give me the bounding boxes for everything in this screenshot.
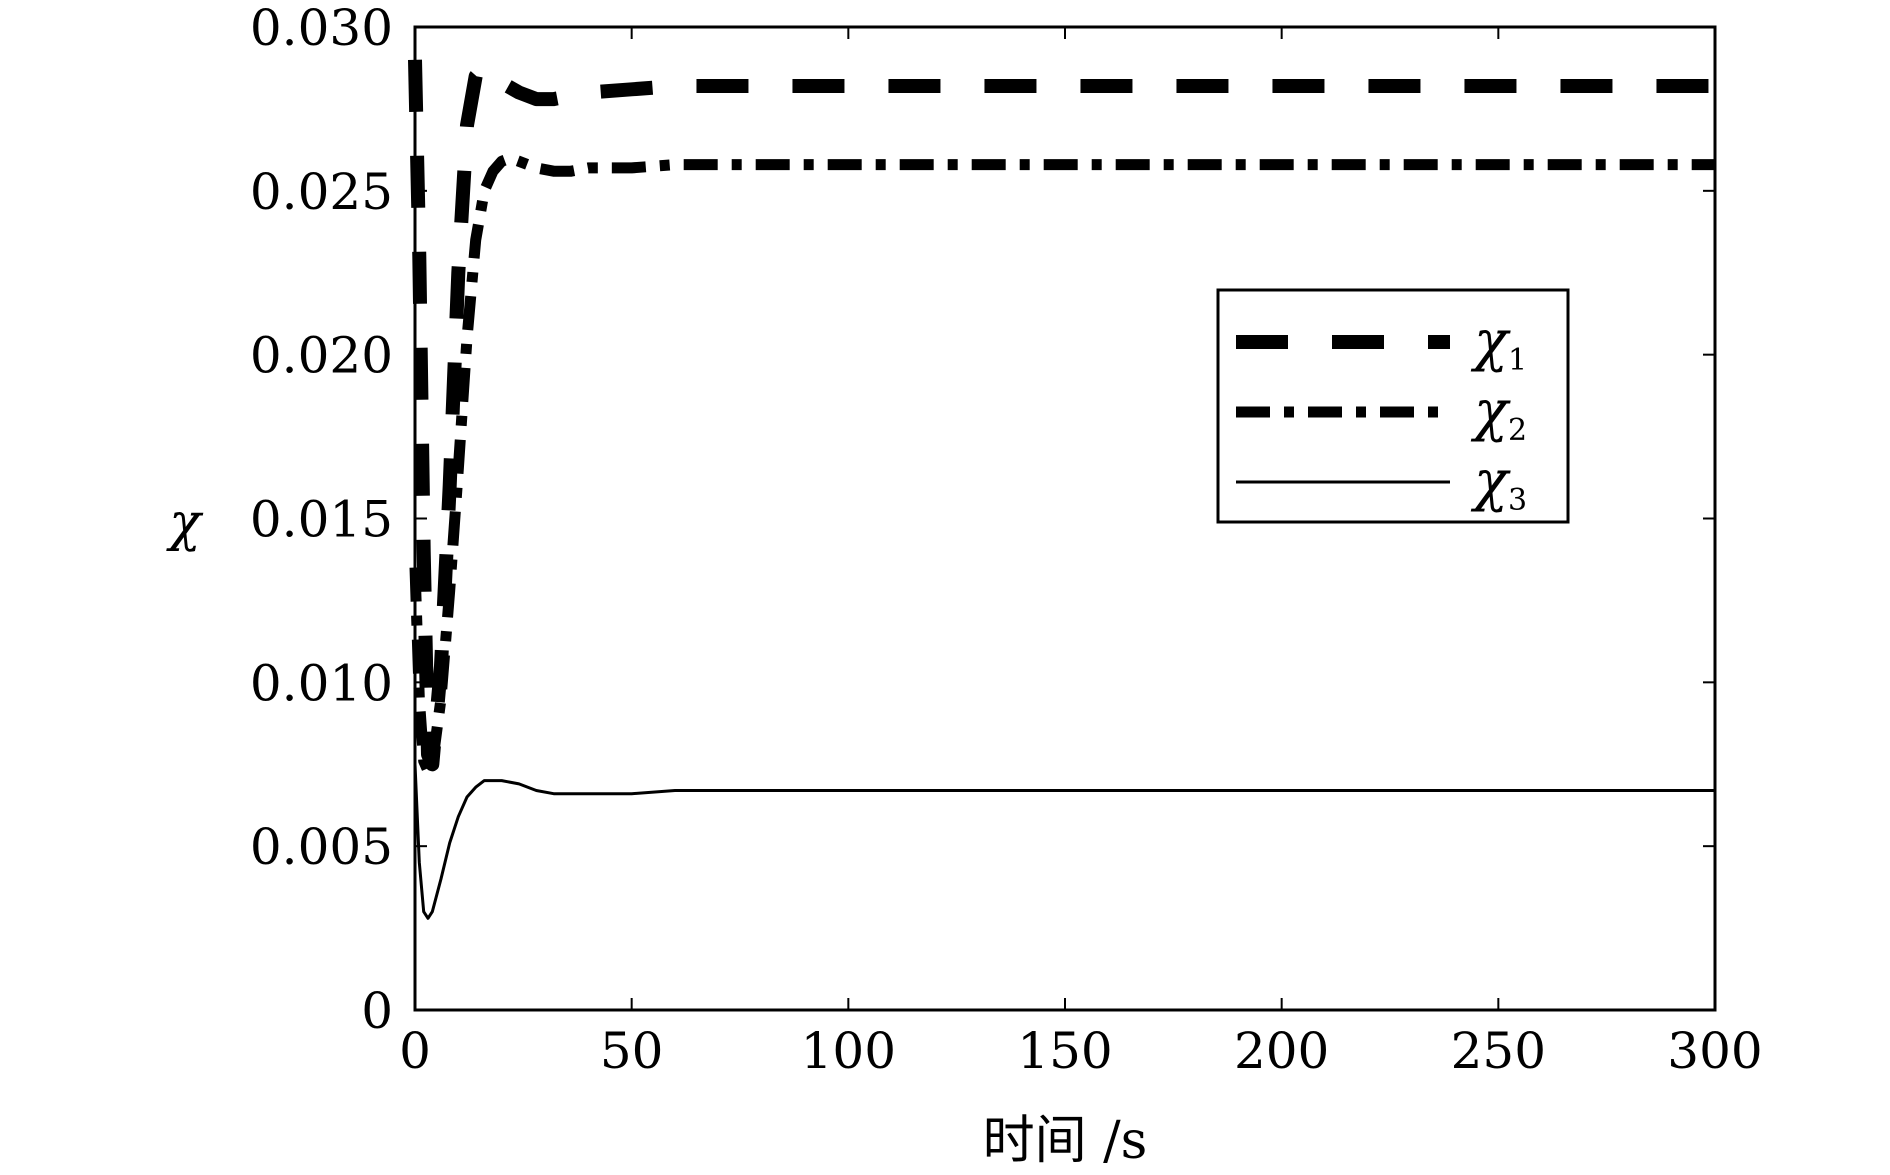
x-tick-label: 300: [1667, 1022, 1762, 1080]
series-line-2: [409, 152, 1715, 777]
x-tick-label: 250: [1451, 1022, 1546, 1080]
legend-subscript-3: 3: [1508, 483, 1527, 518]
series-layer: [408, 59, 1715, 920]
x-tick-label: 50: [600, 1022, 664, 1080]
tick-layer: 0 50 100 150 200 250 300 0 0.005 0.010 0.015 0.020 0…: [250, 0, 1763, 1080]
legend-label-3: χ: [1470, 449, 1511, 514]
series-line-3: [413, 764, 1715, 920]
x-tick-label: 0: [399, 1022, 431, 1080]
legend-subscript-1: 1: [1508, 343, 1527, 378]
legend-label-2: χ: [1470, 379, 1511, 444]
legend: χ 1χ 2χ 3: [1216, 288, 1570, 524]
y-tick-label: 0.030: [250, 0, 393, 57]
x-tick-label: 150: [1017, 1022, 1112, 1080]
legend-label-1: χ: [1470, 309, 1511, 374]
x-axis-title: 时间 /s: [983, 1111, 1148, 1171]
y-axis-title: χ: [165, 493, 204, 553]
y-tick-label: 0.005: [250, 818, 393, 876]
y-tick-label: 0.010: [250, 654, 393, 712]
x-tick-label: 200: [1234, 1022, 1329, 1080]
x-tick-label: 100: [801, 1022, 896, 1080]
y-tick-label: 0: [361, 982, 393, 1040]
legend-subscript-2: 2: [1508, 413, 1527, 448]
y-tick-label: 0.020: [250, 327, 393, 385]
y-tick-label: 0.015: [250, 491, 393, 549]
y-tick-label: 0.025: [250, 163, 393, 221]
